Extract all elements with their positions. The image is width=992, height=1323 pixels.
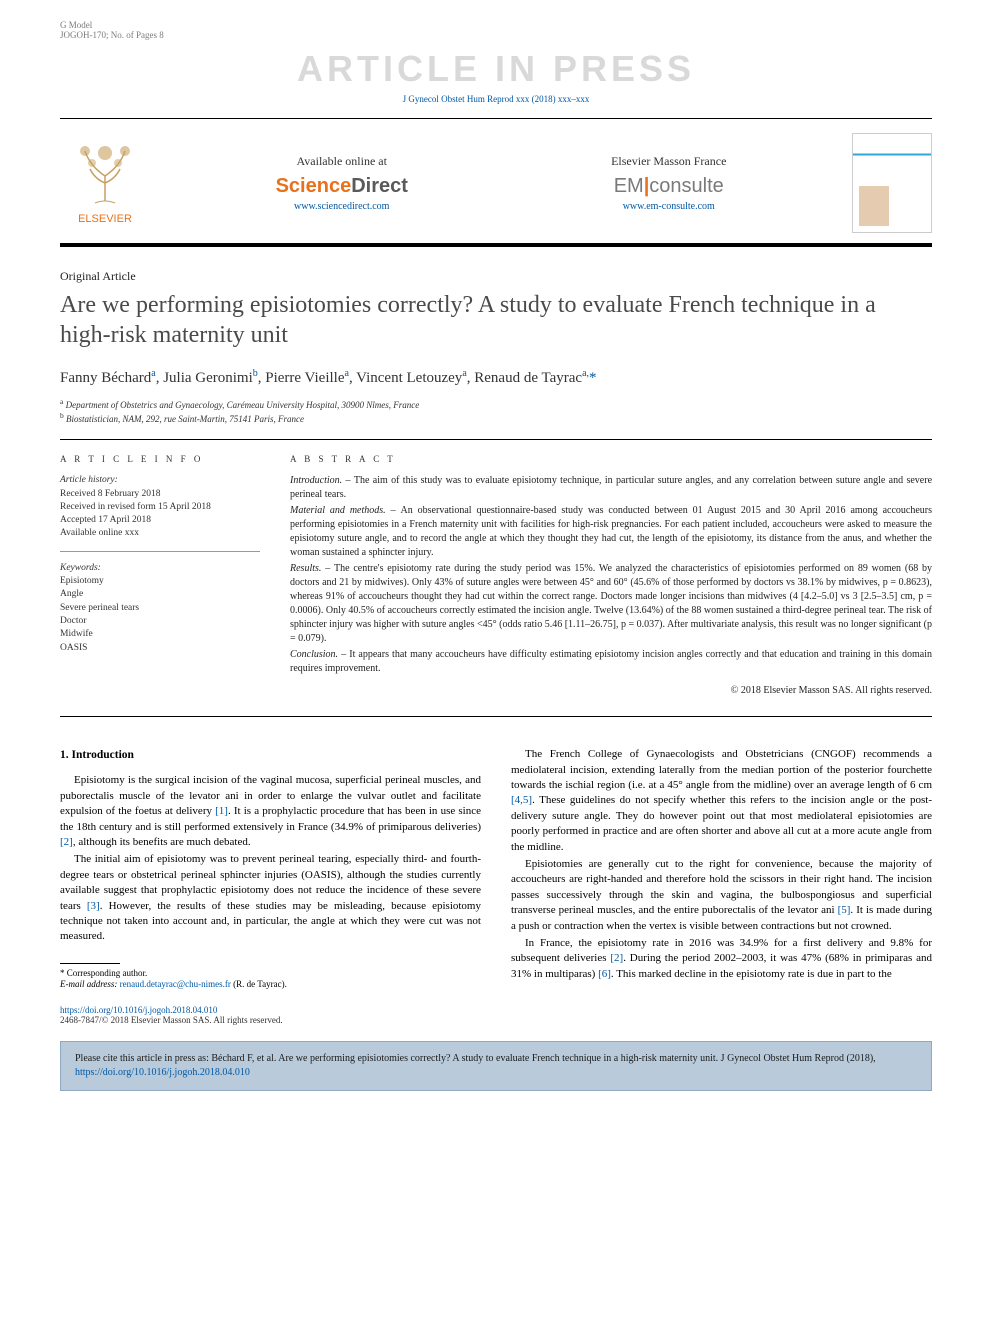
info-heading: A R T I C L E I N F O xyxy=(60,454,260,464)
online-date: Available online xxx xyxy=(60,527,260,540)
affiliations: a Department of Obstetrics and Gynaecolo… xyxy=(60,397,932,425)
body-text: 1. Introduction Episiotomy is the surgic… xyxy=(60,747,932,991)
received-date: Received 8 February 2018 xyxy=(60,488,260,501)
masson-label: Elsevier Masson France xyxy=(611,154,726,169)
author-list: Fanny Bécharda, Julia Geronimib, Pierre … xyxy=(60,368,932,387)
emconsulte-block: Elsevier Masson France EM|consulte www.e… xyxy=(611,154,726,212)
sciencedirect-logo: ScienceDirect xyxy=(276,175,408,198)
paragraph: The French College of Gynaecologists and… xyxy=(511,747,932,855)
abstract-heading: A B S T R A C T xyxy=(290,454,932,464)
abstract: A B S T R A C T Introduction. – The aim … xyxy=(290,454,932,698)
keyword: Doctor xyxy=(60,615,260,628)
issn-line: 2468-7847/© 2018 Elsevier Masson SAS. Al… xyxy=(60,1015,932,1025)
article-info: A R T I C L E I N F O Article history: R… xyxy=(60,454,260,698)
keyword: Angle xyxy=(60,588,260,601)
journal-reference: J Gynecol Obstet Hum Reprod xxx (2018) x… xyxy=(60,94,932,104)
citation-box: Please cite this article in press as: Bé… xyxy=(60,1041,932,1091)
history-label: Article history: xyxy=(60,474,260,487)
keyword: Midwife xyxy=(60,628,260,641)
revised-date: Received in revised form 15 April 2018 xyxy=(60,501,260,514)
corresponding-footnote: * Corresponding author. E-mail address: … xyxy=(60,968,481,991)
abstract-copyright: © 2018 Elsevier Masson SAS. All rights r… xyxy=(290,684,932,698)
elsevier-tree-icon xyxy=(70,141,140,211)
keywords-label: Keywords: xyxy=(60,562,260,575)
emconsulte-url[interactable]: www.em-consulte.com xyxy=(611,201,726,212)
cite-doi-link[interactable]: https://doi.org/10.1016/j.jogoh.2018.04.… xyxy=(75,1067,250,1078)
keyword: Severe perineal tears xyxy=(60,602,260,615)
email-link[interactable]: renaud.detayrac@chu-nimes.fr xyxy=(120,979,231,989)
available-label: Available online at xyxy=(276,154,408,169)
emconsulte-logo: EM|consulte xyxy=(611,175,726,198)
journal-cover-thumb xyxy=(852,133,932,233)
page: G Model JOGOH-170; No. of Pages 8 ARTICL… xyxy=(0,0,992,1323)
press-watermark: ARTICLE IN PRESS xyxy=(60,48,932,90)
paragraph: Episiotomies are generally cut to the ri… xyxy=(511,857,932,934)
model-label: G Model xyxy=(60,20,164,30)
keyword: OASIS xyxy=(60,642,260,655)
elsevier-wordmark: ELSEVIER xyxy=(78,213,132,225)
elsevier-logo-block: ELSEVIER xyxy=(60,141,150,225)
sciencedirect-url[interactable]: www.sciencedirect.com xyxy=(276,201,408,212)
article-title: Are we performing episiotomies correctly… xyxy=(60,290,932,350)
sciencedirect-block: Available online at ScienceDirect www.sc… xyxy=(276,154,408,212)
doi-link[interactable]: https://doi.org/10.1016/j.jogoh.2018.04.… xyxy=(60,1005,217,1015)
accepted-date: Accepted 17 April 2018 xyxy=(60,514,260,527)
paragraph: The initial aim of episiotomy was to pre… xyxy=(60,852,481,944)
right-column: The French College of Gynaecologists and… xyxy=(511,747,932,991)
model-id: JOGOH-170; No. of Pages 8 xyxy=(60,30,164,40)
left-column: 1. Introduction Episiotomy is the surgic… xyxy=(60,747,481,991)
keyword: Episiotomy xyxy=(60,575,260,588)
running-head: G Model JOGOH-170; No. of Pages 8 xyxy=(60,20,932,40)
section-heading: 1. Introduction xyxy=(60,747,481,763)
doi-line: https://doi.org/10.1016/j.jogoh.2018.04.… xyxy=(60,1005,932,1015)
article-type: Original Article xyxy=(60,269,932,284)
info-abstract-row: A R T I C L E I N F O Article history: R… xyxy=(60,439,932,717)
paragraph: Episiotomy is the surgical incision of t… xyxy=(60,773,481,850)
publisher-banner: ELSEVIER Available online at ScienceDire… xyxy=(60,118,932,247)
paragraph: In France, the episiotomy rate in 2016 w… xyxy=(511,936,932,982)
